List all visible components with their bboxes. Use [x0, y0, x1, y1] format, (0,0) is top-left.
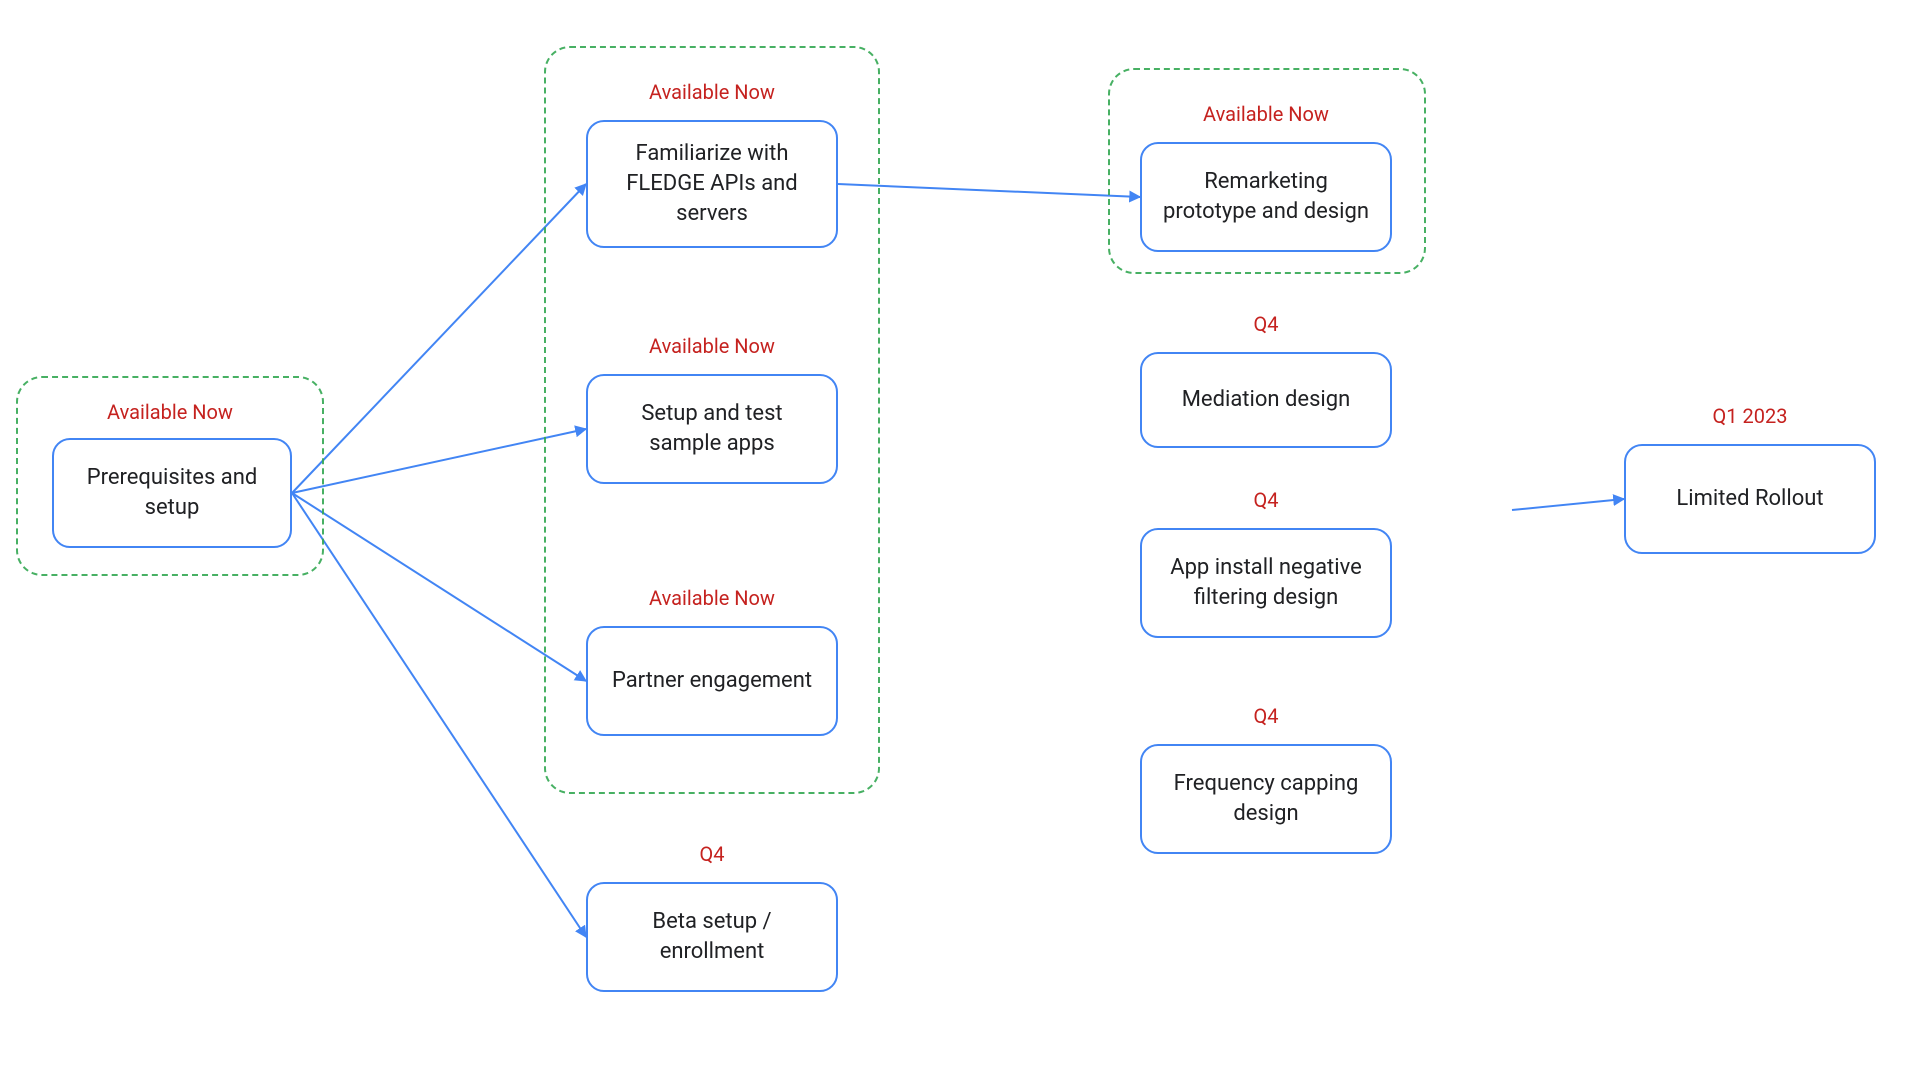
node-n_prereq: Prerequisites and setup	[52, 438, 292, 548]
node-n_partner: Partner engagement	[586, 626, 838, 736]
node-n_fledge: Familiarize with FLEDGE APIs and servers	[586, 120, 838, 248]
diagram-canvas: Prerequisites and setup Familiarize with …	[0, 0, 1920, 1080]
edge	[292, 493, 586, 937]
label-l_col2a: Available Now	[562, 80, 862, 104]
label-l_remkt: Available Now	[1116, 102, 1416, 126]
label-l_prereq: Available Now	[20, 400, 320, 424]
edge	[292, 184, 586, 493]
node-n_freq: Frequency capping design	[1140, 744, 1392, 854]
node-n_sample: Setup and test sample apps	[586, 374, 838, 484]
label-l_rollout: Q1 2023	[1600, 404, 1900, 428]
label-l_col2c: Available Now	[562, 586, 862, 610]
node-n_med: Mediation design	[1140, 352, 1392, 448]
label-l_freq: Q4	[1116, 704, 1416, 728]
node-n_remkt: Remarketing prototype and design	[1140, 142, 1392, 252]
label-l_negf: Q4	[1116, 488, 1416, 512]
node-n_beta: Beta setup / enrollment	[586, 882, 838, 992]
edge	[838, 184, 1140, 197]
label-l_beta: Q4	[562, 842, 862, 866]
edge	[292, 429, 586, 493]
node-n_negf: App install negative filtering design	[1140, 528, 1392, 638]
edge	[292, 493, 586, 681]
label-l_med: Q4	[1116, 312, 1416, 336]
node-n_rollout: Limited Rollout	[1624, 444, 1876, 554]
edge	[1512, 499, 1624, 510]
label-l_col2b: Available Now	[562, 334, 862, 358]
